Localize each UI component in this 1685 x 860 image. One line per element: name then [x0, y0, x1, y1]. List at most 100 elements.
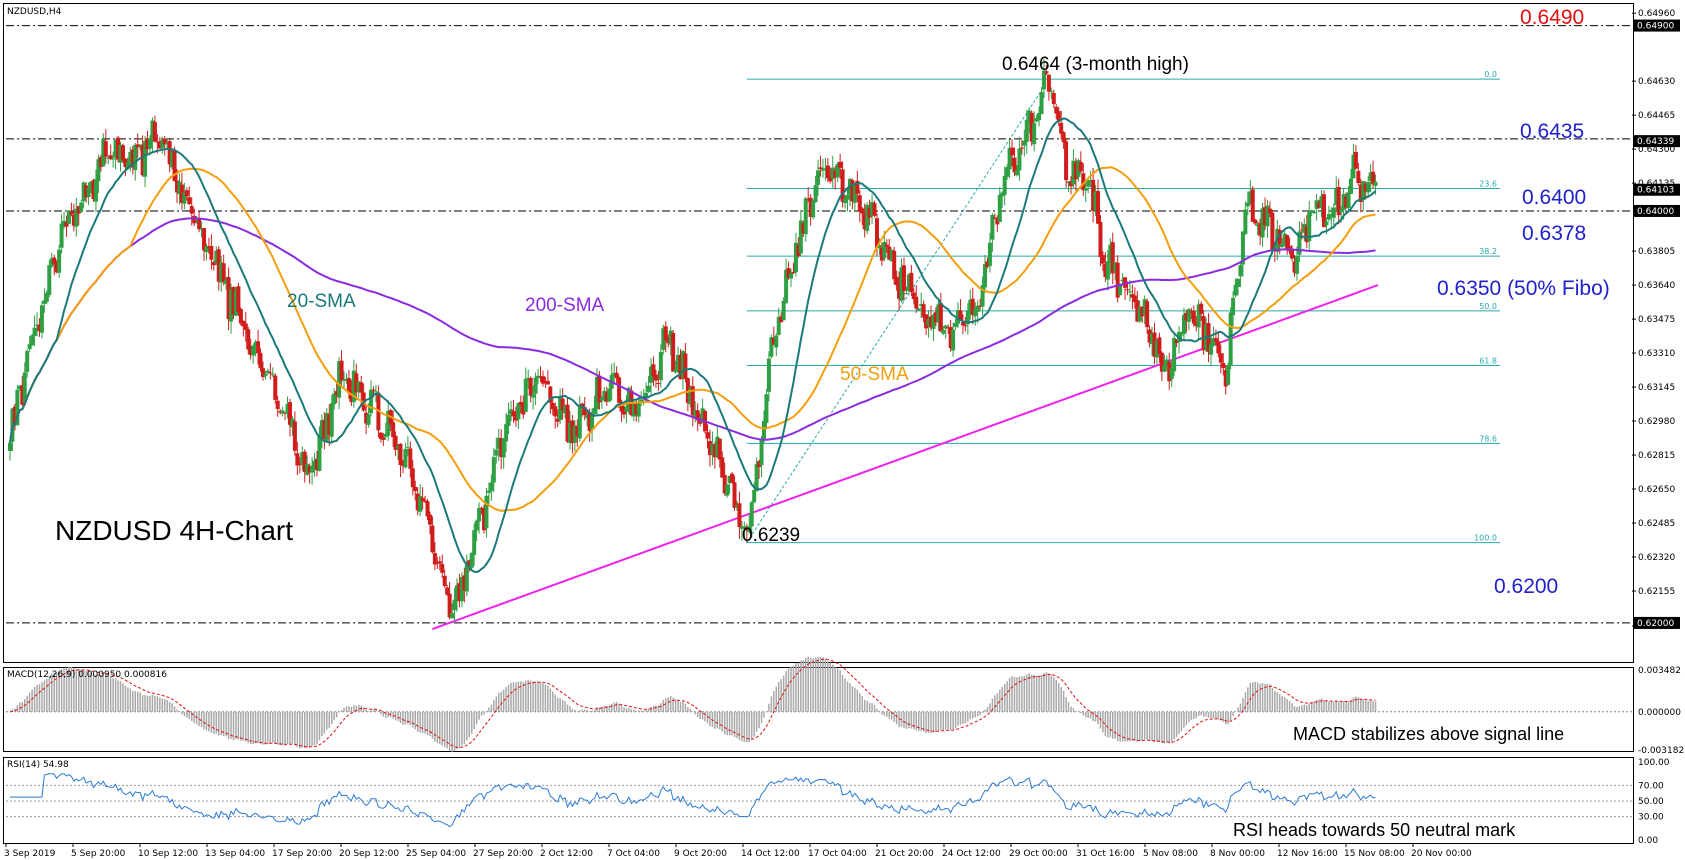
candle-body: [233, 289, 238, 316]
candle-body: [540, 376, 545, 384]
level-label-0.6490: 0.6490: [1520, 6, 1584, 29]
candle-body: [1073, 162, 1078, 180]
candle-body: [594, 377, 599, 410]
candle-body: [1317, 202, 1322, 209]
time-tick-label: 14 Oct 12:00: [741, 849, 800, 859]
candle-body: [504, 424, 509, 442]
candle-body: [1226, 365, 1231, 385]
candle-body: [35, 324, 40, 326]
price-tick-label: 0.62980: [1638, 417, 1675, 427]
candle-body: [1213, 338, 1218, 342]
candle-body: [364, 412, 369, 424]
candle-body: [884, 244, 889, 247]
candle-body: [879, 247, 884, 261]
candle-body: [636, 402, 641, 417]
candle-body: [334, 391, 339, 396]
candle-body: [874, 218, 879, 248]
candle-body: [479, 507, 484, 509]
candle-body: [1066, 181, 1071, 184]
candle-body: [199, 228, 204, 230]
candle-body: [936, 304, 941, 323]
candle-body: [644, 392, 649, 399]
candle-body: [219, 262, 224, 283]
candle-body: [784, 269, 789, 303]
candle-body: [138, 145, 143, 147]
candle-body: [1103, 264, 1108, 278]
candle-body: [297, 463, 302, 466]
macd-indicator: 0.003482 0.000000 -0.003182: [6, 656, 1684, 756]
candle-body: [310, 465, 315, 473]
candle-body: [1123, 277, 1128, 288]
candle-body: [734, 505, 739, 508]
candle-body: [452, 599, 457, 611]
low-annotation: 0.6239: [742, 525, 800, 546]
candle-body: [1307, 212, 1312, 242]
price-tag-box: [1634, 135, 1680, 148]
candle-body: [754, 464, 759, 492]
candle-body: [256, 341, 261, 354]
candle-body: [108, 155, 113, 159]
candle-body: [1024, 119, 1029, 142]
candle-body: [1061, 132, 1066, 143]
candle-body: [555, 418, 560, 422]
candle-body: [567, 422, 572, 443]
candle-body: [1363, 183, 1368, 192]
candle-body: [970, 298, 975, 315]
candle-body: [973, 308, 978, 317]
candle-body: [639, 399, 644, 402]
candle-body: [1319, 196, 1324, 209]
candle-body: [521, 402, 526, 415]
candle-body: [840, 169, 845, 202]
candle-body: [356, 381, 361, 392]
candle-body: [25, 350, 30, 372]
candle-body: [774, 335, 779, 348]
candle-body: [653, 374, 658, 381]
candle-body: [1017, 148, 1022, 171]
candle-body: [118, 144, 123, 163]
candle-body: [811, 200, 816, 218]
candle-body: [1154, 340, 1159, 358]
candle-body: [1184, 312, 1189, 321]
candle-body: [1162, 365, 1167, 372]
candle-body: [572, 425, 577, 443]
candle-body: [69, 211, 74, 215]
candle-body: [312, 460, 317, 468]
candle-body: [268, 372, 273, 374]
sma200-line: [9, 217, 1376, 443]
candle-body: [496, 437, 501, 449]
candle-body: [720, 457, 725, 478]
candle-body: [501, 439, 506, 458]
candle-body: [1002, 175, 1007, 195]
candle-body: [373, 391, 378, 393]
candle-body: [1194, 322, 1199, 327]
macd-label: MACD(12,26,9) 0.000950 0.000816: [7, 670, 167, 680]
candle-body: [862, 212, 867, 230]
candle-body: [413, 486, 418, 491]
candle-body: [342, 379, 347, 381]
candle-body: [369, 389, 374, 414]
candle-body: [715, 436, 720, 457]
candle-body: [943, 325, 948, 329]
trendline-group: [432, 284, 1379, 631]
candle-body: [415, 493, 420, 511]
candle-body: [285, 404, 290, 415]
price-tick-label: 0.64630: [1638, 77, 1675, 87]
candle-body: [968, 299, 973, 314]
candle-body: [319, 420, 324, 437]
candle-body: [145, 138, 150, 150]
candle-body: [1027, 110, 1032, 123]
candle-body: [22, 372, 27, 404]
candle-body: [393, 435, 398, 450]
candle-body: [270, 374, 275, 376]
candle-body: [531, 394, 536, 398]
candle-body: [1304, 226, 1309, 243]
time-tick-label: 3 Sep 2019: [4, 849, 56, 859]
candle-body: [1014, 170, 1019, 176]
candle-body: [523, 378, 528, 412]
candle-body: [450, 613, 455, 619]
macd-signal-line: [9, 658, 1376, 749]
candle-body: [808, 197, 813, 217]
candle-body: [843, 198, 848, 204]
candle-body: [62, 220, 67, 225]
candle-body: [1186, 309, 1191, 322]
